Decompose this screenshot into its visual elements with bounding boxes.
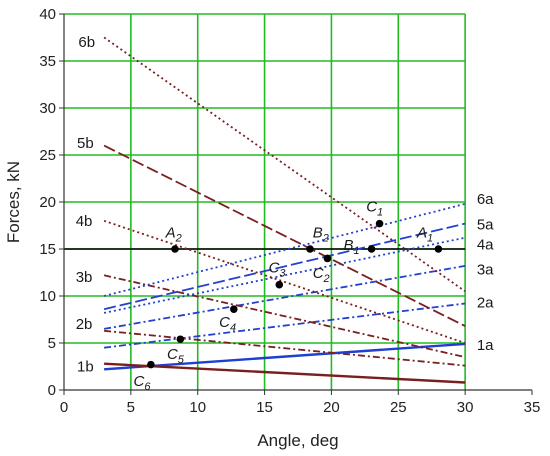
y-tick-label: 35	[39, 53, 56, 70]
point-label-subscript: 2	[175, 233, 182, 245]
y-tick-label: 15	[39, 241, 56, 258]
line-label-3a: 3a	[477, 262, 494, 279]
series-line-2b	[104, 329, 466, 367]
line-label-3b: 3b	[76, 269, 93, 286]
x-axis-title: Angle, deg	[257, 431, 338, 450]
point-C4	[230, 305, 238, 313]
point-label-A2: A2	[165, 225, 182, 245]
series-line-1a	[104, 342, 466, 371]
point-B2	[306, 245, 314, 253]
point-A1	[434, 245, 443, 253]
point-label-A1: A1	[416, 225, 433, 245]
y-axis-title: Forces, kN	[4, 161, 23, 243]
series-line-6b	[103, 36, 466, 293]
y-tick-label: 20	[39, 194, 56, 211]
point-C6	[147, 360, 155, 369]
x-tick-label: 10	[189, 399, 206, 416]
y-tick-label: 30	[39, 100, 56, 117]
y-tick-label: 0	[48, 382, 56, 399]
point-label-C2: C2	[313, 265, 330, 285]
point-label-subscript: 4	[230, 322, 236, 334]
point-label-C5: C5	[167, 346, 185, 366]
label-layer: 6b 5b 4b 3b 2b 1b 6a 5a 4a 3a 2a 1a	[76, 34, 494, 375]
x-tick-label: 20	[323, 399, 340, 416]
series-line-4b	[103, 219, 466, 344]
point-A2	[171, 245, 179, 253]
line-label-2a: 2a	[477, 295, 494, 312]
point-label-subscript: 5	[178, 354, 185, 366]
line-label-2b: 2b	[76, 316, 93, 333]
y-tick-label: 25	[39, 147, 56, 164]
point-label-subscript: 2	[322, 233, 329, 245]
point-B1	[367, 245, 376, 253]
x-tick-label: 35	[524, 399, 541, 416]
line-label-4b: 4b	[76, 213, 93, 230]
y-tick-label: 10	[39, 288, 56, 305]
series-line-2a	[103, 302, 466, 349]
point-label-subscript: 2	[323, 273, 330, 285]
x-tick-label: 15	[256, 399, 273, 416]
point-C2	[323, 254, 332, 263]
point-label-C6: C6	[134, 373, 152, 393]
point-C3	[275, 280, 284, 289]
series-line-1b	[104, 362, 466, 384]
series-line-6a	[103, 203, 466, 297]
point-label-B2: B2	[313, 225, 329, 245]
series-line-4a	[103, 236, 466, 314]
x-tick-label: 25	[390, 399, 407, 416]
point-label-subscript: 1	[353, 245, 359, 257]
line-label-5a: 5a	[477, 217, 494, 234]
line-label-1a: 1a	[477, 337, 494, 354]
series-layer	[103, 36, 466, 384]
y-tick-label: 40	[39, 6, 56, 23]
series-line-5a	[103, 222, 466, 311]
line-label-1b: 1b	[77, 359, 94, 376]
line-label-6a: 6a	[477, 191, 494, 208]
grid-layer	[64, 13, 466, 390]
x-tick-label: 5	[127, 399, 135, 416]
point-label-B1: B1	[343, 237, 359, 257]
point-C5	[176, 335, 185, 344]
series-line-5b	[103, 144, 466, 327]
y-tick-label: 5	[48, 335, 56, 352]
x-tick-label: 30	[457, 399, 474, 416]
line-label-4a: 4a	[477, 236, 494, 253]
point-label-subscript: 3	[279, 268, 286, 280]
series-line-3a	[103, 265, 466, 330]
line-label-5b: 5b	[77, 135, 94, 152]
point-label-subscript: 1	[377, 206, 383, 218]
point-label-subscript: 6	[144, 381, 151, 393]
x-tick-label: 0	[60, 399, 68, 416]
point-label-C4: C4	[219, 314, 236, 334]
series-line-3b	[103, 274, 466, 358]
line-label-6b: 6b	[78, 34, 95, 51]
point-label-subscript: 1	[427, 233, 433, 245]
point-C1	[375, 219, 384, 228]
